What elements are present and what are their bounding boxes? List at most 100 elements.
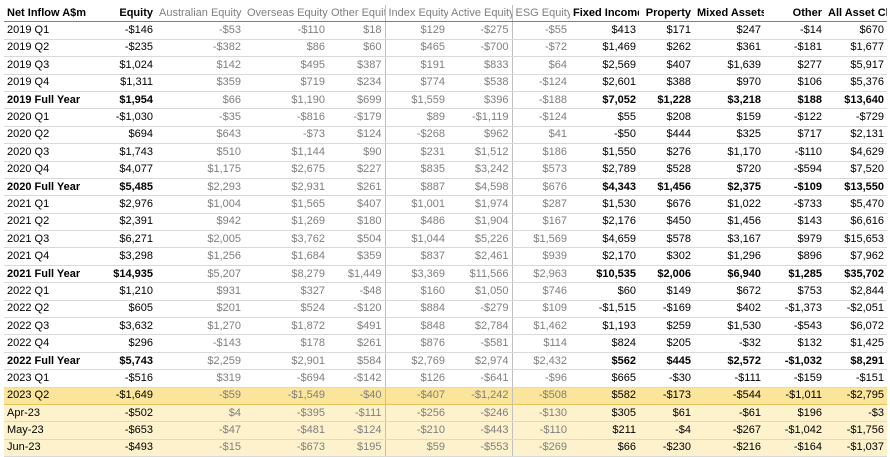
cell-other: $106 [764, 74, 825, 92]
cell-all-asset-classes: -$151 [825, 369, 887, 388]
cell-active-equity: $1,904 [448, 213, 513, 232]
cell-mixed-assets: $1,170 [694, 143, 764, 162]
cell-equity: $4,077 [90, 161, 156, 179]
cell-property: $450 [639, 213, 694, 232]
cell-all-asset-classes: $13,640 [825, 91, 887, 110]
cell-esg-equity: $2,432 [512, 352, 570, 371]
cell-all-asset-classes: $7,520 [825, 161, 887, 179]
cell-australian-equity: -$15 [156, 439, 244, 457]
table-body: 2019 Q1 -$146 -$53 -$110 $18 $129 -$275 -$55 $41… [4, 21, 887, 457]
cell-other-equity: $261 [328, 178, 386, 197]
cell-australian-equity: $2,005 [156, 230, 244, 249]
cell-esg-equity: $41 [512, 126, 570, 145]
cell-active-equity: $2,784 [448, 317, 513, 336]
cell-active-equity: $1,974 [448, 195, 513, 214]
cell-fixed-income: $4,659 [570, 230, 639, 249]
cell-other-equity: $234 [328, 74, 386, 92]
cell-index-equity: $89 [385, 108, 448, 127]
table-row: 2022 Full Year $5,743 $2,259 $2,901 $584 $2,7… [4, 352, 887, 371]
cell-fixed-income: $1,530 [570, 195, 639, 214]
cell-australian-equity: $319 [156, 369, 244, 388]
header-other: Other [764, 5, 825, 23]
cell-australian-equity: $2,259 [156, 352, 244, 371]
cell-overseas-equity: $2,675 [244, 161, 328, 179]
cell-australian-equity: -$143 [156, 334, 244, 353]
cell-australian-equity: -$382 [156, 39, 244, 58]
cell-australian-equity: $1,175 [156, 161, 244, 179]
cell-mixed-assets: -$267 [694, 421, 764, 440]
cell-other: $1,285 [764, 265, 825, 284]
cell-mixed-assets: $672 [694, 282, 764, 301]
cell-index-equity: $2,769 [385, 352, 448, 371]
cell-active-equity: -$246 [448, 404, 513, 423]
cell-active-equity: -$275 [448, 21, 513, 40]
header-mixed-assets: Mixed Assets [694, 5, 764, 23]
cell-other: -$110 [764, 143, 825, 162]
cell-australian-equity: $66 [156, 91, 244, 110]
cell-esg-equity: $1,462 [512, 317, 570, 336]
header-fixed-income: Fixed Income [570, 5, 639, 23]
cell-australian-equity: $359 [156, 74, 244, 92]
cell-mixed-assets: $3,167 [694, 230, 764, 249]
cell-esg-equity: -$124 [512, 74, 570, 92]
cell-index-equity: $887 [385, 178, 448, 197]
header-esg-equity: ESG Equity [512, 5, 570, 23]
cell-index-equity: $160 [385, 282, 448, 301]
cell-all-asset-classes: $13,550 [825, 178, 887, 197]
cell-equity: $2,391 [90, 213, 156, 232]
cell-australian-equity: $4 [156, 404, 244, 423]
cell-mixed-assets: $247 [694, 21, 764, 40]
cell-all-asset-classes: $4,629 [825, 143, 887, 162]
cell-other-equity: $180 [328, 213, 386, 232]
cell-other: $132 [764, 334, 825, 353]
table-row: 2022 Q3 $3,632 $1,270 $1,872 $491 $848 $2,784 $… [4, 317, 887, 336]
cell-mixed-assets: $2,375 [694, 178, 764, 197]
cell-property: $1,228 [639, 91, 694, 110]
cell-fixed-income: -$1,515 [570, 300, 639, 319]
cell-property: $205 [639, 334, 694, 353]
cell-esg-equity: -$124 [512, 108, 570, 127]
cell-equity: $1,210 [90, 282, 156, 301]
cell-other: $188 [764, 91, 825, 110]
cell-all-asset-classes: $8,291 [825, 352, 887, 371]
cell-index-equity: $835 [385, 161, 448, 179]
cell-esg-equity: -$269 [512, 439, 570, 457]
cell-property: $1,456 [639, 178, 694, 197]
cell-index-equity: $129 [385, 21, 448, 40]
cell-other: $717 [764, 126, 825, 145]
cell-australian-equity: $931 [156, 282, 244, 301]
cell-other-equity: $18 [328, 21, 386, 40]
cell-active-equity: -$1,119 [448, 108, 513, 127]
cell-index-equity: $1,559 [385, 91, 448, 110]
cell-other-equity: -$48 [328, 282, 386, 301]
cell-australian-equity: -$35 [156, 108, 244, 127]
table-row: 2021 Q1 $2,976 $1,004 $1,565 $407 $1,001 $1,97… [4, 195, 887, 214]
cell-active-equity: -$641 [448, 369, 513, 388]
cell-fixed-income: $1,550 [570, 143, 639, 162]
cell-property: $171 [639, 21, 694, 40]
cell-index-equity: $3,369 [385, 265, 448, 284]
cell-equity: -$146 [90, 21, 156, 40]
cell-all-asset-classes: -$1,037 [825, 439, 887, 457]
cell-fixed-income: $60 [570, 282, 639, 301]
cell-equity: -$516 [90, 369, 156, 388]
cell-overseas-equity: -$73 [244, 126, 328, 145]
cell-all-asset-classes: -$2,051 [825, 300, 887, 319]
cell-overseas-equity: -$110 [244, 21, 328, 40]
cell-mixed-assets: $2,572 [694, 352, 764, 371]
cell-active-equity: $396 [448, 91, 513, 110]
cell-overseas-equity: $1,872 [244, 317, 328, 336]
cell-property: $302 [639, 247, 694, 266]
cell-index-equity: $191 [385, 56, 448, 75]
cell-australian-equity: -$47 [156, 421, 244, 440]
cell-other-equity: $124 [328, 126, 386, 145]
header-all-asset-classes: All Asset Classes [825, 5, 887, 23]
header-row: Net Inflow A$m Equity Australian Equity … [4, 5, 887, 23]
cell-other-equity: $387 [328, 56, 386, 75]
cell-period: 2019 Q2 [4, 39, 90, 58]
cell-active-equity: $962 [448, 126, 513, 145]
cell-property: $444 [639, 126, 694, 145]
cell-other: -$1,042 [764, 421, 825, 440]
cell-other: -$159 [764, 369, 825, 388]
cell-fixed-income: $824 [570, 334, 639, 353]
